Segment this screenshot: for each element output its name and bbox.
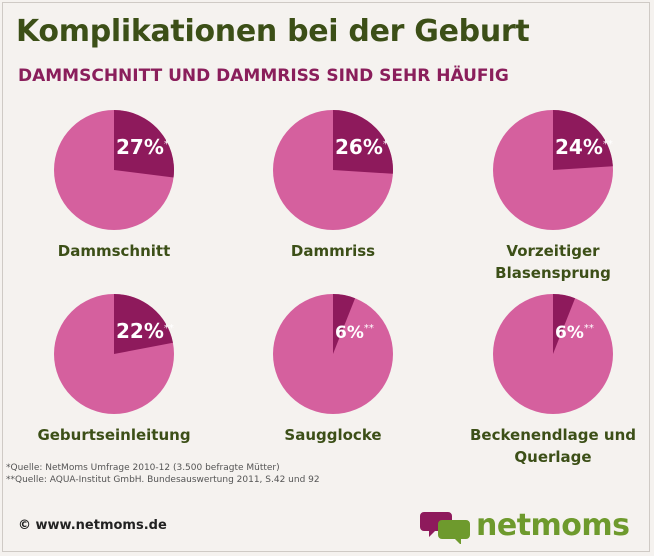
data-label-value: 26%	[335, 135, 383, 159]
footnote-mark: **	[364, 323, 374, 334]
data-label-value: 6%	[555, 323, 584, 343]
pie-label: Dammschnitt	[57, 242, 171, 260]
pie-chart: 26%*	[273, 110, 393, 230]
data-label: 26%*	[335, 135, 388, 159]
data-label-value: 24%	[555, 135, 603, 159]
pie-chart: 27%*	[54, 110, 175, 230]
pie-slice	[114, 110, 175, 178]
page-subtitle: DAMMSCHNITT UND DAMMRISS SIND SEHR HÄUFI…	[18, 66, 509, 86]
pie-label: Dammriss	[290, 242, 376, 260]
footnote-2: **Quelle: AQUA-Institut GmbH. Bundesausw…	[6, 475, 320, 485]
pie-slice	[553, 110, 613, 170]
pie-chart: 24%**	[493, 110, 613, 230]
pie-item: 26%* Dammriss	[225, 108, 441, 262]
speech-bubbles-icon	[420, 512, 470, 544]
footnote-mark: *	[383, 139, 388, 150]
pie-chart: 22%**	[54, 294, 174, 414]
pie-item: 24%** Vorzeitiger Blasensprung	[445, 108, 654, 284]
footnotes: *Quelle: NetMoms Umfrage 2010-12 (3.500 …	[6, 462, 320, 486]
data-label: 22%**	[116, 319, 174, 343]
copyright-text: © www.netmoms.de	[18, 518, 167, 533]
brand-name: netmoms	[476, 508, 630, 543]
pie-slice	[333, 110, 393, 174]
pie-label: Geburtseinleitung	[37, 426, 191, 444]
footnote-mark: **	[164, 323, 174, 334]
data-label: 24%**	[555, 135, 613, 159]
pie-label: Vorzeitiger Blasensprung	[495, 242, 611, 282]
pie-label: Saugglocke	[284, 426, 382, 444]
footnote-1: *Quelle: NetMoms Umfrage 2010-12 (3.500 …	[6, 463, 280, 473]
pie-slice	[333, 294, 356, 354]
data-label-value: 22%	[116, 319, 164, 343]
pie-slice	[553, 294, 576, 354]
data-label: 6%**	[555, 323, 594, 343]
footnote-mark: **	[584, 323, 594, 334]
page-title: Komplikationen bei der Geburt	[16, 14, 530, 49]
pie-item: 27%* Dammschnitt	[6, 108, 222, 262]
data-label-value: 6%	[335, 323, 364, 343]
data-label-value: 27%	[116, 135, 164, 159]
pie-item: 6%** Beckenendlage und Querlage	[445, 292, 654, 468]
data-label: 27%*	[116, 135, 169, 159]
footnote-mark: *	[164, 139, 169, 150]
pie-chart: 6%**	[493, 294, 613, 414]
pie-chart: 6%**	[273, 294, 393, 414]
pie-slice	[114, 294, 173, 354]
footnote-mark: **	[603, 139, 613, 150]
pie-item: 22%** Geburtseinleitung	[6, 292, 222, 446]
brand-logo: netmoms	[420, 508, 630, 544]
pie-item: 6%** Saugglocke	[225, 292, 441, 446]
data-label: 6%**	[335, 323, 374, 343]
pie-label: Beckenendlage und Querlage	[469, 426, 636, 466]
